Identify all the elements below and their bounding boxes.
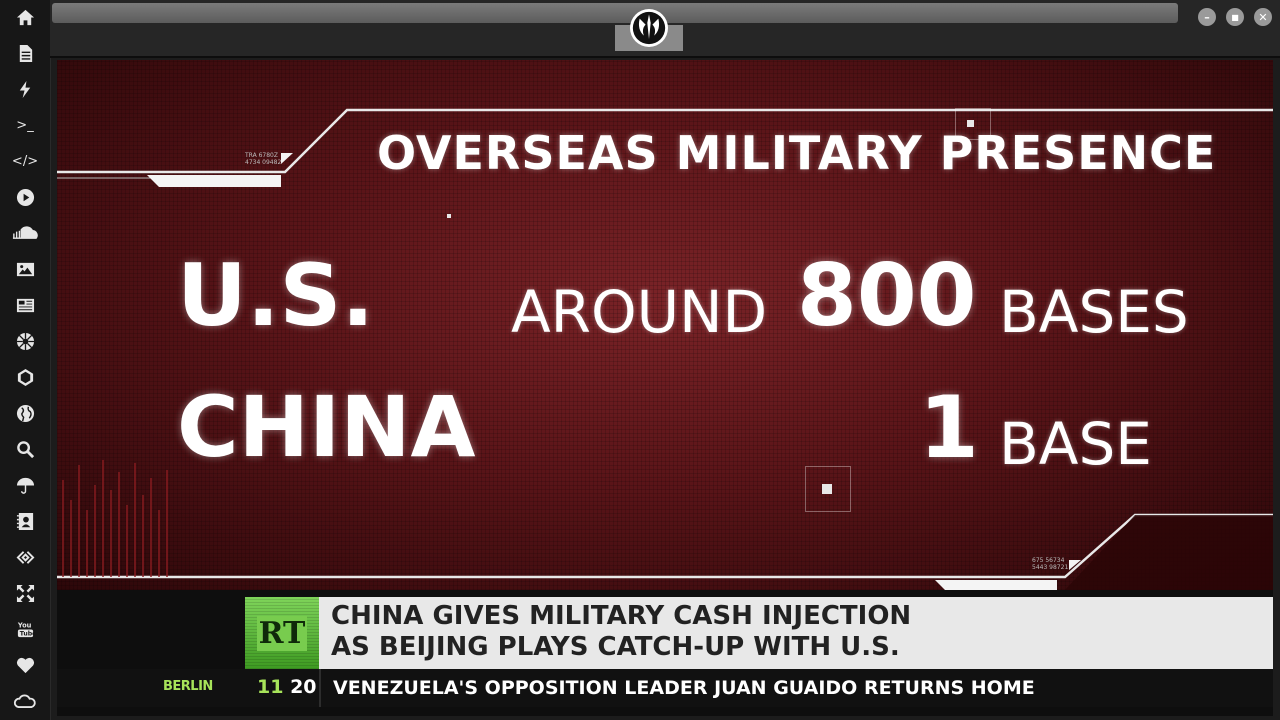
terminal-icon[interactable]: >_ bbox=[16, 117, 34, 133]
umbrella-icon[interactable] bbox=[13, 473, 37, 497]
search-icon[interactable] bbox=[13, 437, 37, 461]
news-graphic: TRA 6780Z 4734 09482 675 56734 5443 9872… bbox=[57, 60, 1273, 590]
rebel-alliance-icon bbox=[630, 9, 668, 47]
deco-dot bbox=[822, 484, 832, 494]
small-code-right: 675 56734 5443 98721 bbox=[1032, 557, 1068, 571]
unit-text-us: BASES bbox=[999, 278, 1189, 346]
news-icon[interactable] bbox=[13, 293, 37, 317]
code-line: 675 56734 bbox=[1032, 557, 1065, 564]
link-icon[interactable] bbox=[13, 545, 37, 569]
qualifier-text: AROUND bbox=[511, 278, 768, 346]
country-label-china: CHINA bbox=[177, 378, 476, 476]
heart-icon[interactable] bbox=[13, 653, 37, 677]
address-bar[interactable] bbox=[52, 3, 1178, 23]
svg-text:You: You bbox=[16, 621, 31, 629]
close-button[interactable]: ✕ bbox=[1254, 8, 1272, 26]
ticker-hour: 11 bbox=[257, 676, 284, 698]
code-icon[interactable]: </> bbox=[11, 153, 39, 169]
code-line: 4734 09482 bbox=[245, 159, 282, 166]
ticker-divider bbox=[319, 669, 321, 707]
top-bar: – ■ ✕ bbox=[50, 0, 1280, 58]
deco-box bbox=[805, 466, 851, 512]
deco-box bbox=[955, 108, 991, 140]
headline-line-2: AS BEIJING PLAYS CATCH-UP WITH U.S. bbox=[331, 632, 900, 662]
home-icon[interactable] bbox=[13, 5, 37, 29]
logo-tab[interactable] bbox=[615, 9, 683, 51]
code-line: 5443 98721 bbox=[1032, 564, 1069, 571]
ticker-city: BERLIN bbox=[163, 679, 213, 694]
ticker-clock: 11 20 bbox=[257, 676, 317, 698]
lightning-icon[interactable] bbox=[13, 77, 37, 101]
youtube-icon[interactable]: You Tube bbox=[13, 617, 37, 641]
globe-icon[interactable] bbox=[13, 401, 37, 425]
deco-dot bbox=[447, 214, 451, 218]
document-icon[interactable] bbox=[13, 41, 37, 65]
unit-text-china: BASE bbox=[999, 410, 1152, 478]
rt-logo: RT bbox=[245, 597, 319, 669]
expand-icon[interactable] bbox=[13, 581, 37, 605]
headline-line-1: CHINA GIVES MILITARY CASH INJECTION bbox=[331, 601, 912, 631]
empire-icon[interactable] bbox=[13, 329, 37, 353]
ticker-minute: 20 bbox=[290, 676, 317, 698]
headline-text: CHINA GIVES MILITARY CASH INJECTION AS B… bbox=[331, 601, 911, 663]
video-player[interactable]: TRA 6780Z 4734 09482 675 56734 5443 9872… bbox=[57, 60, 1273, 716]
contacts-icon[interactable] bbox=[13, 509, 37, 533]
country-label-us: U.S. bbox=[177, 246, 375, 346]
base-count-china: 1 bbox=[919, 378, 979, 478]
sidebar: >_ </> You Tube bbox=[0, 0, 51, 720]
polygon-icon[interactable] bbox=[13, 365, 37, 389]
rt-logo-text: RT bbox=[256, 615, 308, 651]
code-line: TRA 6780Z bbox=[245, 152, 278, 159]
minimize-button[interactable]: – bbox=[1198, 8, 1216, 26]
deco-dot bbox=[967, 120, 974, 127]
graphic-title: OVERSEAS MILITARY PRESENCE bbox=[377, 126, 1217, 180]
small-code-left: TRA 6780Z 4734 09482 bbox=[245, 152, 281, 166]
ticker-headline: VENEZUELA'S OPPOSITION LEADER JUAN GUAID… bbox=[333, 677, 1035, 699]
cloud-icon[interactable] bbox=[12, 689, 38, 713]
svg-text:Tube: Tube bbox=[19, 630, 34, 637]
headline-bar: RT CHINA GIVES MILITARY CASH INJECTION A… bbox=[245, 597, 1273, 669]
maximize-button[interactable]: ■ bbox=[1226, 8, 1244, 26]
graphic-frame bbox=[57, 108, 1273, 590]
image-icon[interactable] bbox=[13, 257, 37, 281]
base-count-us: 800 bbox=[797, 246, 977, 346]
soundcloud-icon[interactable] bbox=[11, 221, 39, 245]
play-icon[interactable] bbox=[13, 185, 37, 209]
news-ticker: BERLIN 11 20 VENEZUELA'S OPPOSITION LEAD… bbox=[57, 669, 1273, 707]
